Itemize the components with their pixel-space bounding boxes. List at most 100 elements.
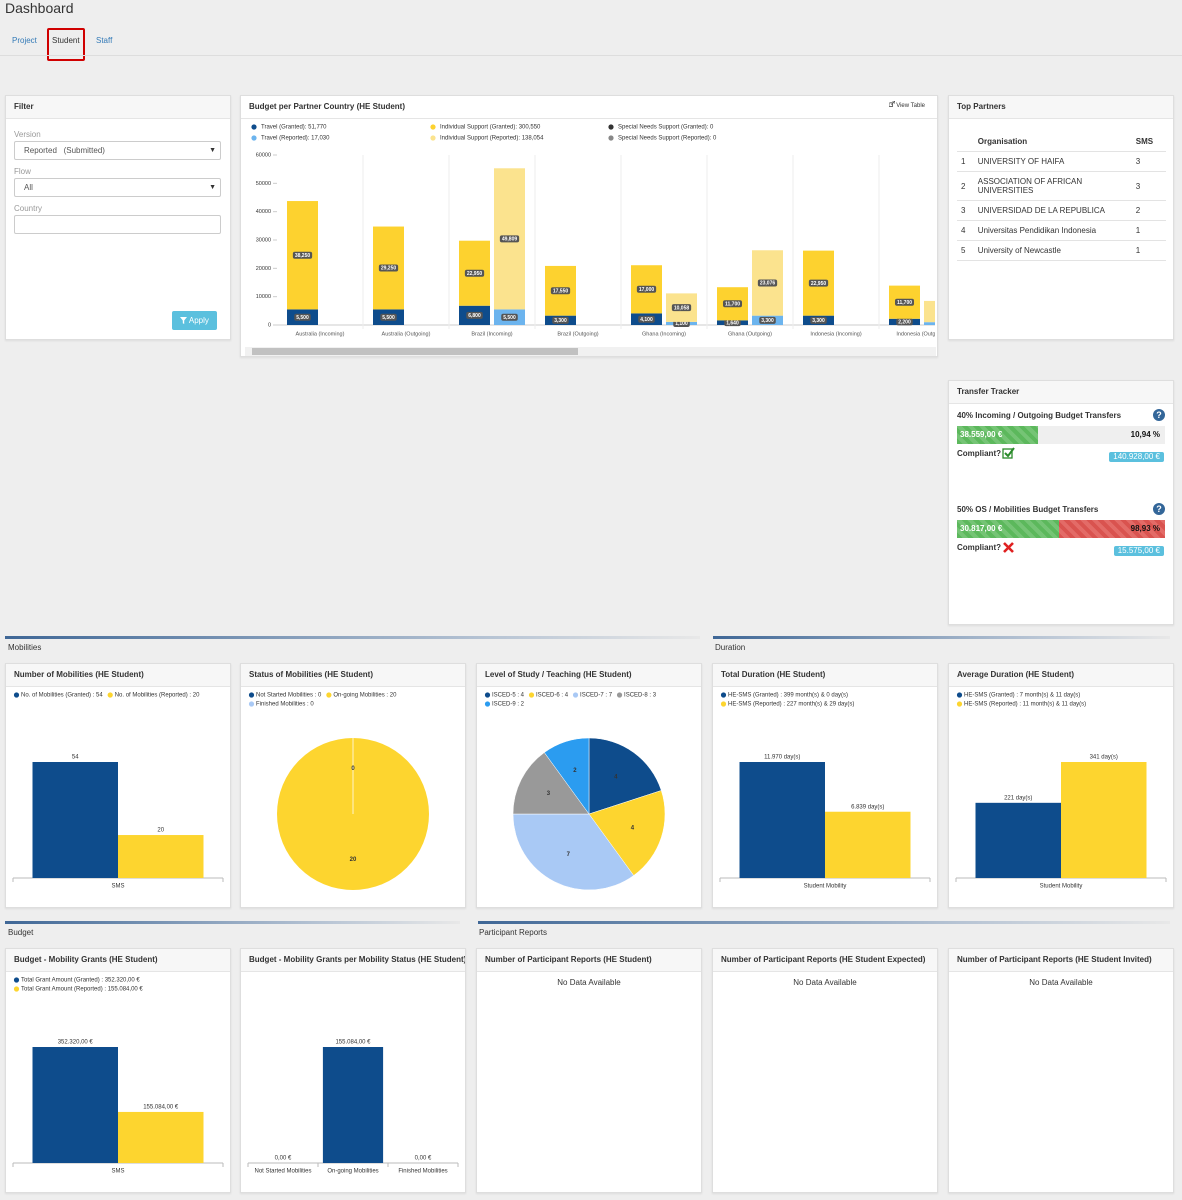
panel-title: Number of Participant Reports (HE Studen… — [713, 949, 937, 972]
section-line — [478, 921, 1170, 924]
chart-panel: Number of Mobilities (HE Student) — [5, 663, 231, 908]
transfer-limit: 140.928,00 € — [1109, 452, 1164, 462]
apply-button[interactable]: Apply — [172, 311, 217, 330]
empty-message: No Data Available — [1029, 978, 1093, 987]
chart-panel: Number of Participant Reports (HE Studen… — [476, 948, 702, 1193]
chart-panel: Budget - Mobility Grants (HE Student) — [5, 948, 231, 1193]
top-partners-panel: Top Partners Organisation SMS 1 UNIVERSITY … — [948, 95, 1174, 340]
help-icon: ? — [1153, 503, 1165, 515]
panel-title: Budget - Mobility Grants (HE Student) — [6, 949, 230, 972]
filter-icon — [180, 317, 188, 324]
scrollbar-track[interactable] — [245, 347, 936, 356]
table-header-cell: Organisation — [973, 132, 1132, 152]
tab-divider — [0, 55, 1182, 56]
table-cell: UNIVERSIDAD DE LA REPUBLICA — [973, 200, 1132, 221]
select-value: Reported (Submitted) — [24, 146, 105, 155]
field-label: Flow — [14, 167, 31, 176]
check-icon — [1002, 447, 1015, 459]
panel-title: Total Duration (HE Student) — [713, 664, 937, 687]
section-line — [713, 636, 1170, 639]
table-cell: UNIVERSITY OF HAIFA — [973, 151, 1132, 172]
table-header-row: Organisation SMS — [957, 132, 1166, 152]
compliant-icon — [1002, 541, 1015, 554]
tab[interactable]: Project — [12, 36, 37, 45]
table-cell: 1 — [1131, 240, 1166, 261]
compliant-icon — [1002, 447, 1015, 460]
chart-panel: Budget - Mobility Grants per Mobility St… — [240, 948, 466, 1193]
section-label: Participant Reports — [479, 928, 548, 937]
panel-title: Level of Study / Teaching (HE Student) — [477, 664, 701, 687]
select-value: All — [24, 183, 33, 192]
tab[interactable]: Staff — [96, 36, 113, 45]
external-icon — [888, 100, 895, 107]
table-cell: 4 — [957, 220, 974, 241]
country-input[interactable] — [14, 215, 221, 234]
table-cell: 2 — [1131, 200, 1166, 221]
table-row: 1 UNIVERSITY OF HAIFA 3 — [957, 151, 1166, 172]
transfer-amount: 30.817,00 € — [957, 520, 1059, 538]
tab[interactable]: Student — [52, 36, 80, 45]
panel-title: Number of Participant Reports (HE Studen… — [949, 949, 1173, 972]
panel-title: Status of Mobilities (HE Student) — [241, 664, 465, 687]
table-row: 5 University of Newcastle 1 — [957, 240, 1166, 261]
table-cell: 3 — [1131, 171, 1166, 201]
chart-panel: Number of Participant Reports (HE Studen… — [712, 948, 938, 1193]
active-tab-highlight — [47, 28, 85, 61]
transfer-amount: 38.559,00 € — [957, 426, 1038, 444]
section-label: Mobilities — [8, 643, 42, 652]
compliant-label: Compliant? — [957, 543, 1001, 552]
field-label: Country — [14, 204, 43, 213]
compliant-label: Compliant? — [957, 449, 1001, 458]
transfer-tracker-panel: Transfer Tracker 40% Incoming / Outgoing… — [948, 380, 1174, 625]
table-header-cell: SMS — [1131, 132, 1166, 152]
select-arrow: ▼ — [209, 184, 216, 191]
chart-panel: Status of Mobilities (HE Student) — [240, 663, 466, 908]
transfer-percent: 98,93 % — [1130, 524, 1160, 533]
page-title: Dashboard — [5, 0, 74, 16]
table-cell: Universitas Pendidikan Indonesia — [973, 220, 1132, 241]
panel-title: Number of Mobilities (HE Student) — [6, 664, 230, 687]
chart-panel: Number of Participant Reports (HE Studen… — [948, 948, 1174, 1193]
table-cell: 3 — [1131, 151, 1166, 172]
panel-title: Number of Participant Reports (HE Studen… — [477, 949, 701, 972]
chart-panel: Average Duration (HE Student) — [948, 663, 1174, 908]
table-cell: 5 — [957, 240, 974, 261]
table-header-cell — [957, 132, 974, 152]
select-arrow: ▼ — [209, 147, 216, 154]
panel-title: Budget per Partner Country (HE Student) — [241, 96, 937, 119]
table-row: 4 Universitas Pendidikan Indonesia 1 — [957, 220, 1166, 241]
table-cell: University of Newcastle — [973, 240, 1132, 261]
button-label: Apply — [188, 316, 209, 325]
scrollbar-thumb[interactable] — [252, 348, 578, 355]
panel-title: Average Duration (HE Student) — [949, 664, 1173, 687]
section-line — [5, 636, 700, 639]
cross-icon — [1003, 542, 1014, 553]
table-cell: 3 — [957, 200, 974, 221]
version-select[interactable]: Reported (Submitted) ▼ — [14, 141, 221, 160]
panel-title: Budget - Mobility Grants per Mobility St… — [241, 949, 465, 972]
panel-title: Transfer Tracker — [949, 381, 1173, 404]
filter-panel: Filter Version Reported (Submitted) ▼ Flo… — [5, 95, 231, 340]
section-label: Duration — [715, 643, 746, 652]
section-line — [5, 921, 460, 924]
link-label: View Table — [896, 103, 925, 109]
help-icon: ? — [1153, 409, 1165, 421]
table-cell: 1 — [957, 151, 974, 172]
field-label: Version — [14, 130, 41, 139]
table-cell: 1 — [1131, 220, 1166, 241]
panel-title: Top Partners — [949, 96, 1173, 119]
chart-panel: Total Duration (HE Student) — [712, 663, 938, 908]
transfer-bar: 30.817,00 € 98,93 % — [957, 520, 1165, 538]
transfer-title: 40% Incoming / Outgoing Budget Transfers — [957, 411, 1122, 420]
view-table-link[interactable]: View Table — [888, 100, 925, 109]
flow-select[interactable]: All ▼ — [14, 178, 221, 197]
partners-table: Organisation SMS 1 UNIVERSITY OF HAIFA 3 2 ASS… — [957, 132, 1166, 261]
transfer-title: 50% OS / Mobilities Budget Transfers — [957, 505, 1099, 514]
empty-message: No Data Available — [793, 978, 857, 987]
table-cell: ASSOCIATION OF AFRICAN UNIVERSITIES — [973, 171, 1132, 201]
panel-title: Filter — [6, 96, 230, 119]
chart-panel: Level of Study / Teaching (HE Student) — [476, 663, 702, 908]
transfer-limit: 15.575,00 € — [1113, 546, 1164, 556]
budget-country-panel: Budget per Partner Country (HE Student) … — [240, 95, 938, 357]
